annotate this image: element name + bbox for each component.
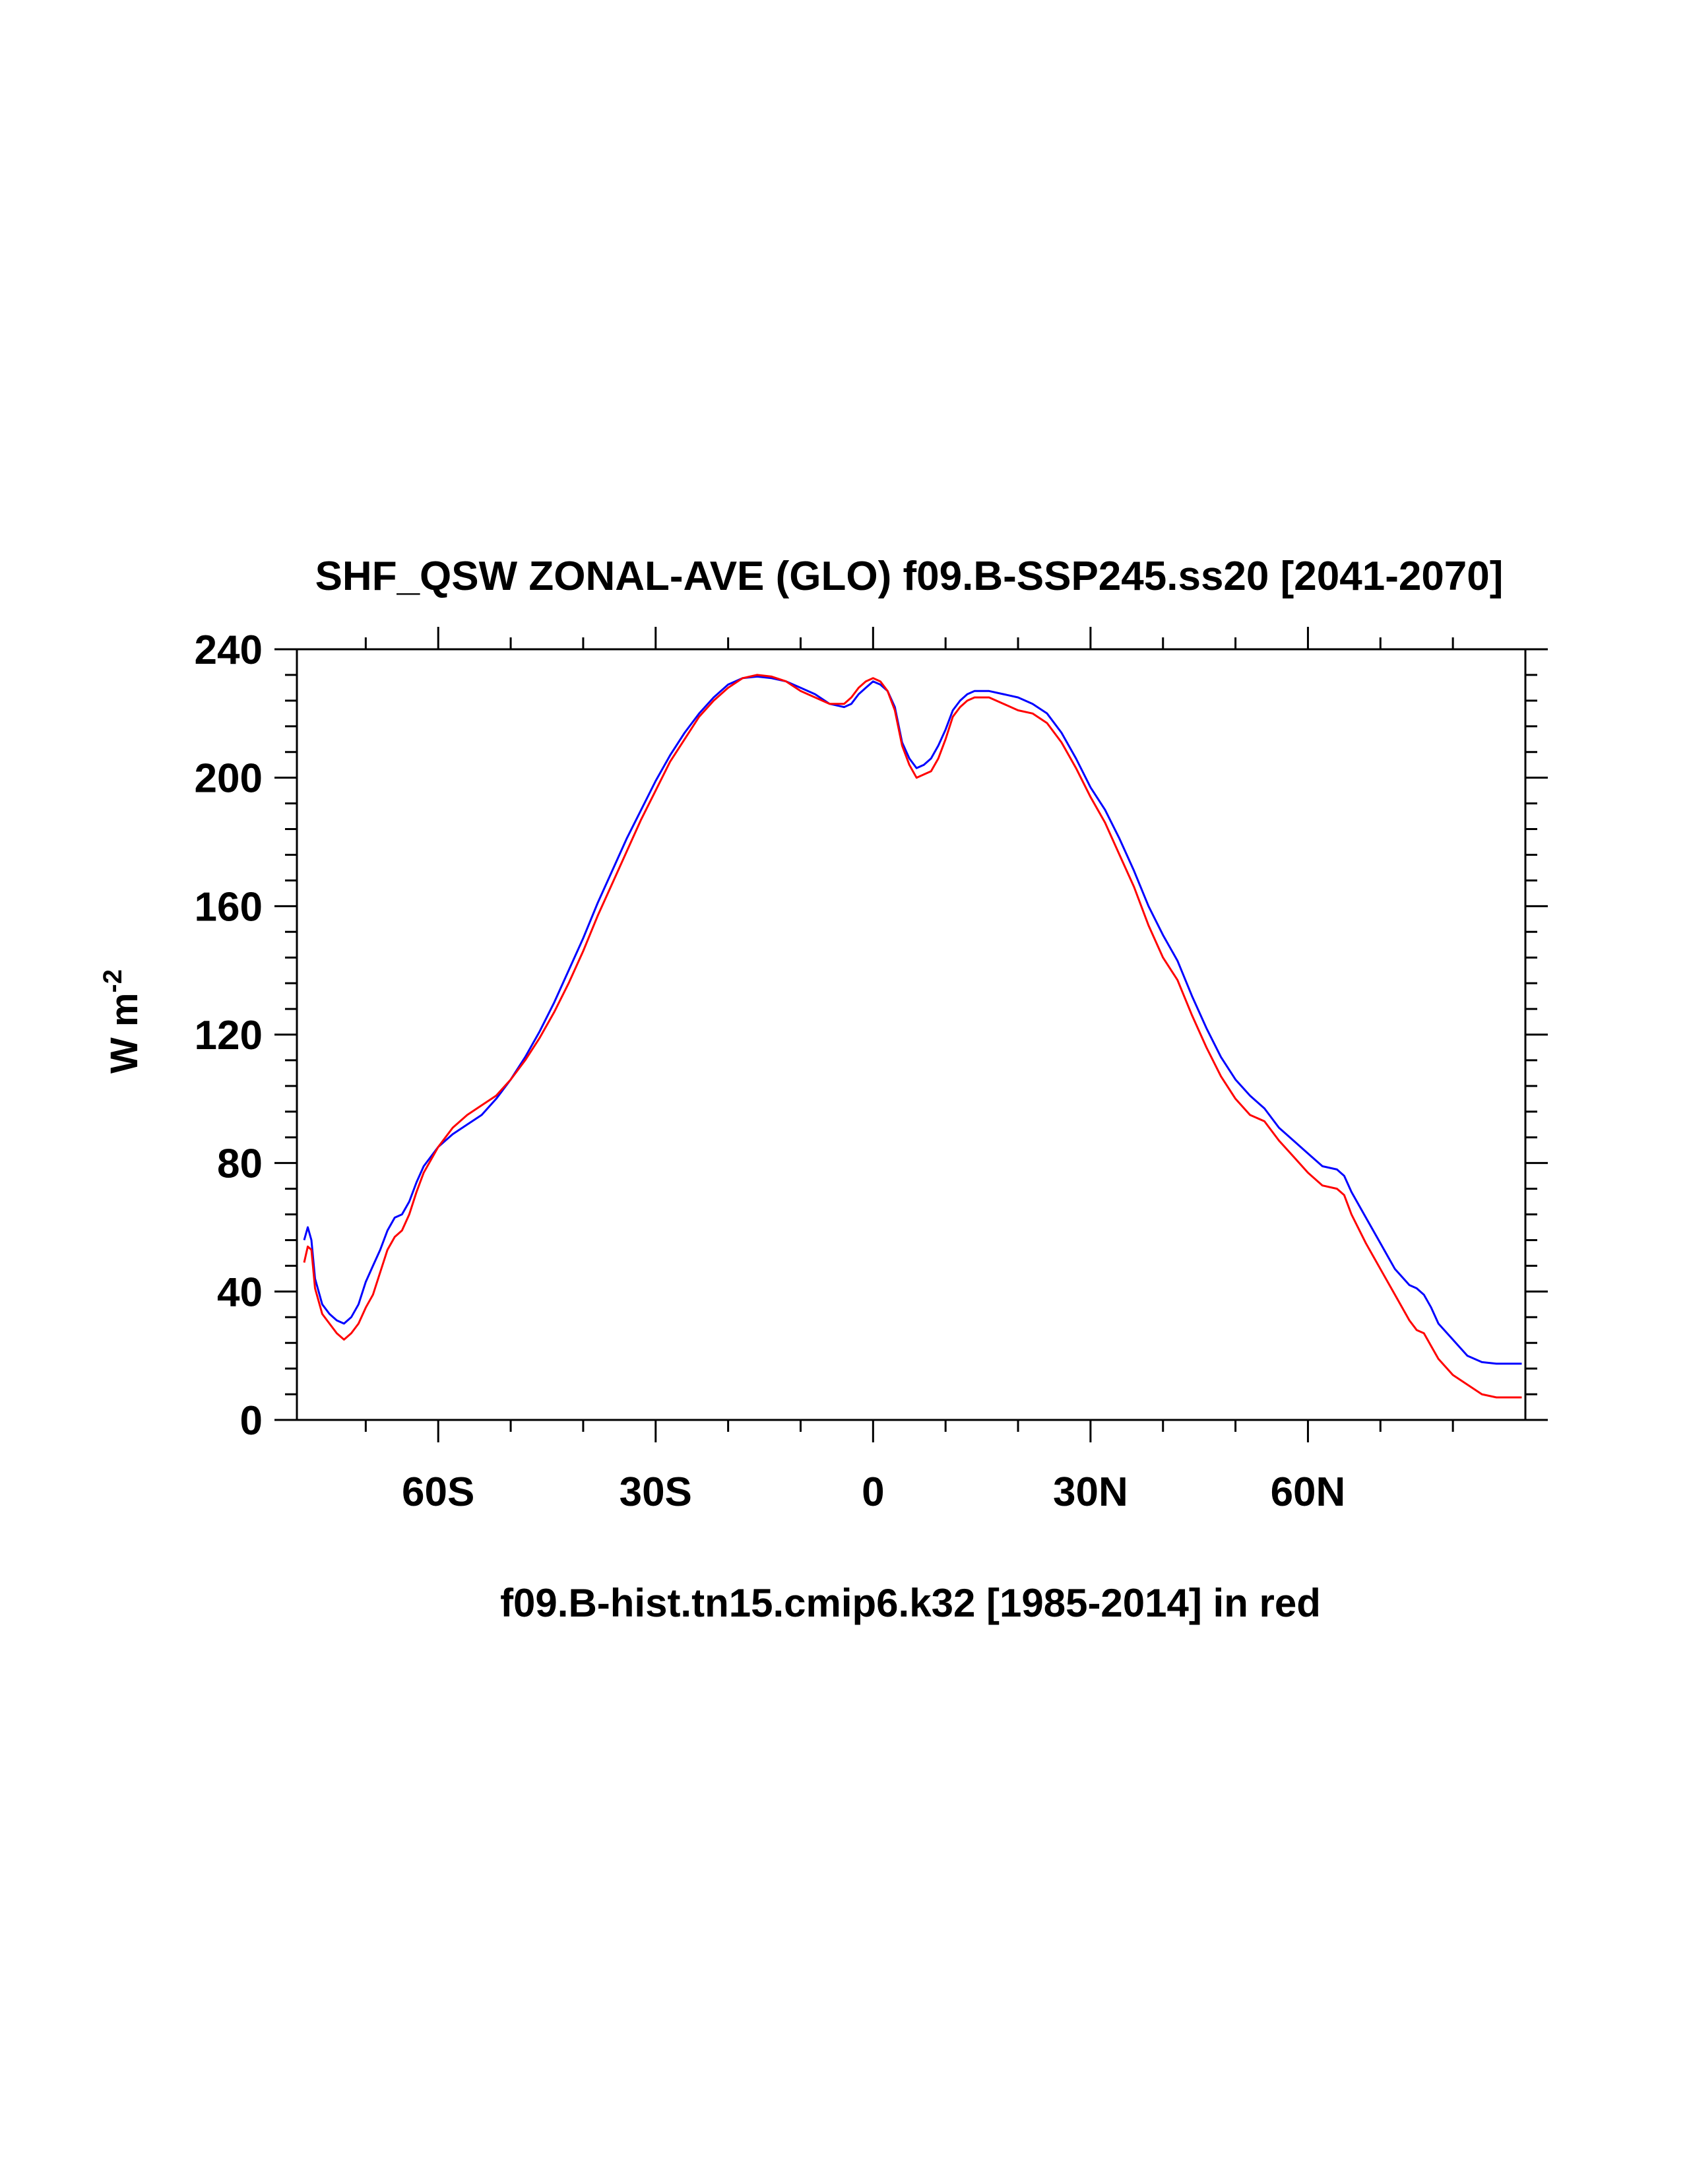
plot-area <box>296 648 1527 1421</box>
y-axis-label-main: W m <box>103 993 146 1074</box>
x-axis-caption: f09.B-hist.tn15.cmip6.k32 [1985-2014] in… <box>500 1581 1321 1625</box>
series-group <box>303 674 1522 1399</box>
x-tick-label: 0 <box>862 1469 884 1515</box>
plot-frame <box>296 648 1527 1421</box>
series-line-blue <box>303 675 1522 1365</box>
series-line-red <box>303 674 1522 1399</box>
y-tick-label: 0 <box>240 1398 263 1444</box>
y-tick-label: 40 <box>217 1269 263 1315</box>
y-tick-label: 80 <box>217 1141 263 1187</box>
y-tick-label: 200 <box>195 756 263 802</box>
x-tick-label: 30N <box>1053 1469 1128 1515</box>
axes: 60S 30S 0 30N 60N 0 40 80 120 160 200 240 <box>195 627 1548 1515</box>
chart-title: SHF_QSW ZONAL-AVE (GLO) f09.B-SSP245.ss2… <box>315 554 1504 599</box>
x-tick-label: 60S <box>402 1469 474 1515</box>
y-axis-label-superscript: -2 <box>98 969 127 993</box>
x-tick-label: 30S <box>620 1469 692 1515</box>
x-tick-label: 60N <box>1271 1469 1346 1515</box>
y-tick-label: 120 <box>195 1013 263 1058</box>
y-tick-label: 160 <box>195 884 263 930</box>
y-axis-label: W m-2 <box>98 969 146 1074</box>
y-tick-label: 240 <box>195 627 263 673</box>
